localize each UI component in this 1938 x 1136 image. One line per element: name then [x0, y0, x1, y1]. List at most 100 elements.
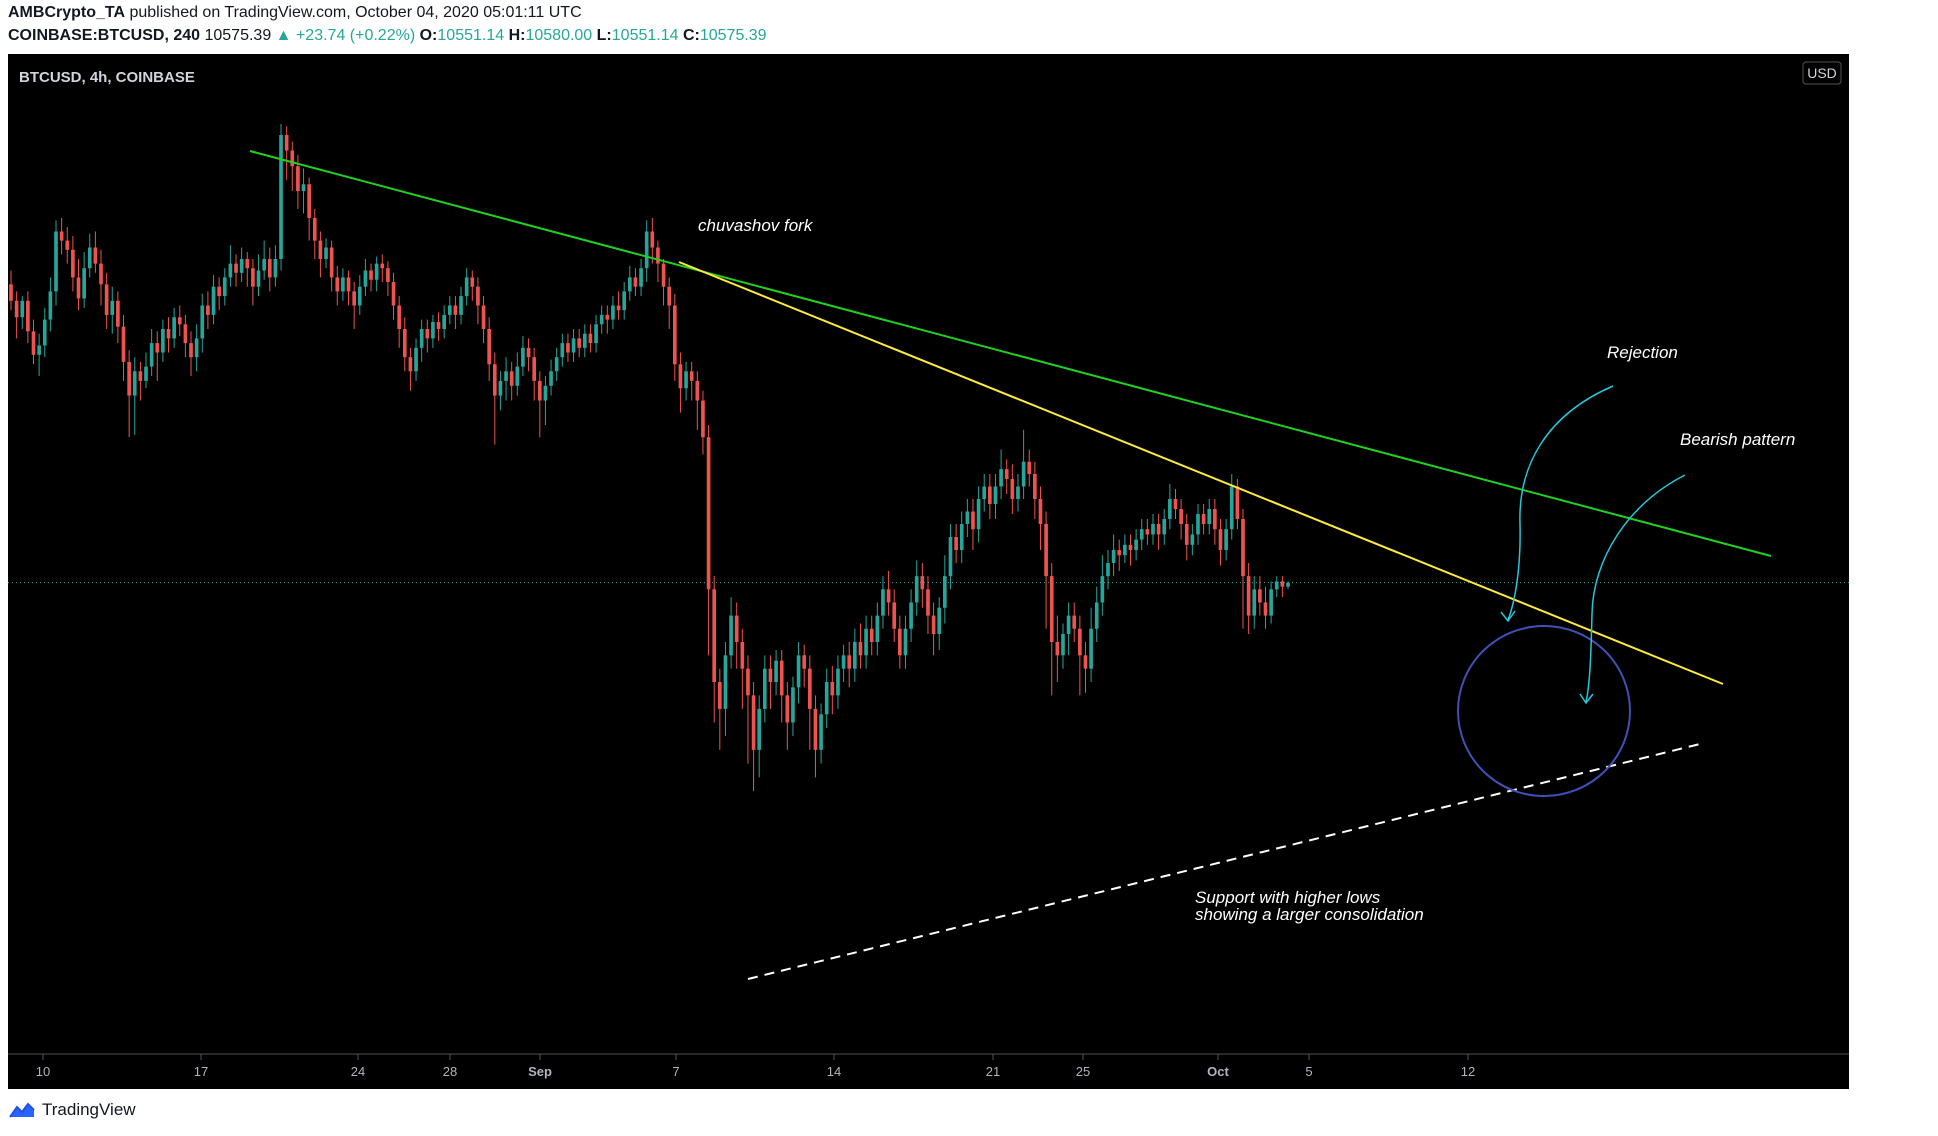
close-value: 10575.39	[699, 27, 767, 44]
candle-body	[425, 329, 430, 339]
candle-body	[217, 286, 221, 297]
candle-body	[701, 400, 705, 438]
candle-body	[20, 300, 25, 318]
candle-body	[177, 317, 182, 325]
publisher-name[interactable]: AMBCrypto_TA	[8, 4, 126, 21]
candle-body	[267, 259, 272, 278]
candle-body	[59, 231, 64, 241]
candle-body	[819, 714, 823, 750]
candle-body	[1010, 479, 1015, 499]
candle-body	[71, 249, 75, 278]
candle-body	[200, 305, 205, 339]
open-label: O:	[419, 27, 438, 44]
candle-body	[498, 380, 503, 396]
candle-body	[363, 270, 368, 287]
candle-body	[312, 218, 317, 241]
symbol-info: COINBASE:BTCUSD, 240 10575.39 ▲ +23.74 (…	[8, 27, 767, 45]
candle-body	[1055, 642, 1060, 656]
time-tick-label: 21	[986, 1064, 1000, 1079]
candle-body	[1274, 581, 1279, 590]
price-change: ▲ +23.74 (+0.22%)	[275, 27, 416, 44]
symbol-label: COINBASE:BTCUSD, 240	[8, 27, 201, 44]
publish-info: AMBCrypto_TA published on TradingView.co…	[8, 4, 582, 22]
candle-body	[346, 277, 351, 292]
candle-body	[661, 263, 666, 287]
candle-body	[1196, 514, 1200, 535]
candle-body	[824, 682, 829, 715]
candle-body	[1184, 524, 1189, 545]
candle-body	[954, 537, 958, 550]
candle-body	[42, 319, 47, 346]
candle-body	[459, 296, 463, 315]
currency-button[interactable]: USD	[1802, 61, 1842, 85]
tradingview-brand[interactable]: TradingView	[42, 1100, 136, 1119]
candle-body	[1004, 469, 1009, 479]
time-tick-label: Oct	[1207, 1064, 1229, 1079]
bearish-label: Bearish pattern	[1680, 430, 1795, 449]
time-tick-label: 24	[351, 1064, 365, 1079]
candlestick-chart[interactable]: BTCUSD, 4h, COINBASE 12600.0012400.00122…	[8, 54, 1938, 1089]
candle-body	[1021, 461, 1026, 487]
candle-body	[577, 338, 582, 348]
candle-body	[1241, 519, 1245, 577]
candle-body	[678, 364, 683, 389]
candle-body	[1162, 519, 1167, 535]
candle-body	[729, 615, 733, 656]
candle-body	[391, 282, 396, 306]
pattern-circle[interactable]	[1457, 625, 1631, 797]
candle-body	[723, 655, 728, 709]
rejection-arrowhead	[1500, 610, 1516, 623]
rejection-arrow[interactable]	[1507, 385, 1614, 621]
candle-body	[335, 277, 340, 292]
candle-body	[976, 499, 981, 530]
candle-body	[408, 357, 413, 372]
candle-body	[76, 277, 81, 299]
support-label-1: Support with higher lows	[1195, 888, 1381, 907]
tradingview-logo-icon	[9, 1102, 35, 1118]
candle-body	[402, 329, 407, 358]
candle-body	[616, 305, 621, 311]
candle-body	[1207, 509, 1212, 524]
candle-body	[768, 668, 773, 682]
candle-body	[481, 305, 486, 329]
candle-body	[667, 286, 672, 306]
bearish-arrow[interactable]	[1585, 474, 1686, 703]
candle-body	[650, 231, 655, 248]
candle-body	[341, 277, 345, 292]
candle-body	[419, 329, 424, 348]
candle-body	[166, 329, 171, 339]
candle-body	[779, 660, 784, 696]
chart-frame[interactable]: BTCUSD, 4h, COINBASE 12600.0012400.00122…	[8, 54, 1938, 1089]
candle-body	[746, 668, 750, 696]
candle-body	[537, 380, 542, 401]
candle-body	[492, 364, 497, 396]
candle-body	[104, 284, 109, 315]
candle-body	[1213, 509, 1217, 530]
time-axis[interactable]: 10 17 24 28 Sep 7 14 21 25 Oct 5 12	[36, 1054, 1475, 1079]
candle-body	[256, 270, 261, 287]
candle-body	[802, 655, 807, 669]
candle-body	[813, 708, 818, 750]
candle-body	[1061, 634, 1065, 656]
candle-body	[301, 184, 306, 191]
candle-body	[144, 366, 148, 381]
candle-body	[464, 277, 469, 297]
candle-body	[1111, 550, 1116, 563]
green-trendline[interactable]	[249, 150, 1772, 557]
candle-body	[847, 655, 852, 669]
candle-body	[245, 259, 250, 269]
candle-body	[357, 286, 362, 306]
candle-body	[948, 537, 953, 577]
candle-body	[194, 338, 199, 358]
yellow-trendline[interactable]	[678, 261, 1724, 685]
candle-body	[1033, 474, 1037, 499]
candle-body	[774, 660, 778, 682]
support-trendline[interactable]	[747, 743, 1701, 980]
candle-body	[689, 371, 694, 381]
candle-body	[386, 268, 390, 282]
time-tick-label: Sep	[528, 1064, 552, 1079]
candle-body	[183, 324, 188, 344]
candle-body	[993, 486, 998, 504]
candle-body	[1078, 628, 1082, 656]
candle-body	[1168, 499, 1172, 519]
